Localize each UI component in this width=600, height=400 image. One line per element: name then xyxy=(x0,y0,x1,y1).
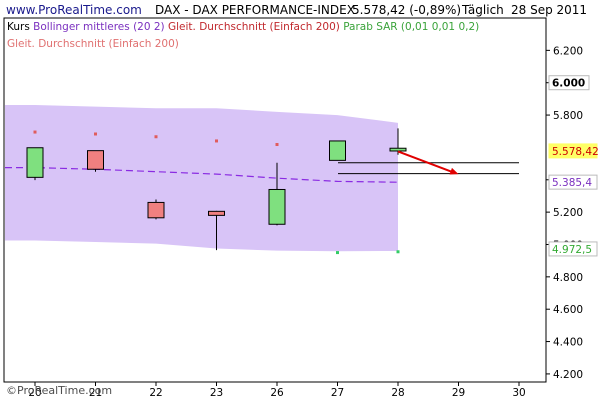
date-label: 28 Sep 2011 xyxy=(511,3,588,17)
trend-arrow-head xyxy=(449,167,459,175)
legend-entry: Parab SAR (0,01 0,01 0,2) xyxy=(340,21,479,33)
legend-entry: Gleit. Durchschnitt (Einfach 200) xyxy=(165,21,340,33)
x-tick-label: 21 xyxy=(89,387,102,399)
sar-dot xyxy=(154,135,158,139)
legend-entry: Gleit. Durchschnitt (Einfach 200) xyxy=(7,38,179,50)
y-tick-label: 4.200 xyxy=(553,369,583,381)
y-tick-label: 4.600 xyxy=(553,304,583,316)
price-tag-label: 5.385,4 xyxy=(552,177,592,189)
price-tag-box xyxy=(548,174,598,190)
price-tag: 6.000 xyxy=(548,75,590,91)
legend-entry: Bollinger mittleres (20 2) xyxy=(30,21,165,33)
trend-arrow-layer xyxy=(397,150,459,175)
x-tick-label: 27 xyxy=(331,387,344,399)
legend: Kurs Bollinger mittleres (20 2) Gleit. D… xyxy=(7,21,479,50)
x-tick-label: 28 xyxy=(391,387,404,399)
y-tick-label: 4.400 xyxy=(553,337,583,349)
frequency-label: Täglich xyxy=(462,3,504,17)
legend-row-2: Gleit. Durchschnitt (Einfach 200) xyxy=(7,38,179,50)
price-tag-box xyxy=(548,241,598,257)
instrument-title: DAX - DAX PERFORMANCE-INDEX xyxy=(155,3,355,17)
x-tick-label: 30 xyxy=(512,387,525,399)
price-tag: 5.385,4 xyxy=(548,174,598,190)
price-tag-label: 5.578,42 xyxy=(552,146,599,158)
bollinger-mid-layer xyxy=(5,167,399,183)
sar-dot xyxy=(33,130,37,134)
price-tag-label: 4.972,5 xyxy=(552,244,592,256)
candle-body xyxy=(329,140,346,161)
sar-dot xyxy=(215,139,218,143)
x-tick-label: 26 xyxy=(270,387,284,399)
candle-body xyxy=(389,147,407,152)
y-axis: 6.2006.0005.8005.4005.2005.0004.8004.600… xyxy=(546,45,583,381)
site-name: www.ProRealTime.com xyxy=(6,3,142,17)
y-tick-label: 4.800 xyxy=(553,272,583,284)
candles-layer xyxy=(26,128,407,251)
chart-header: www.ProRealTime.com DAX - DAX PERFORMANC… xyxy=(0,0,600,18)
x-tick-label: 23 xyxy=(210,387,223,399)
x-axis: 20 21 22 23 26 27 28 29 30 xyxy=(28,382,526,399)
price-tags: 5.578,42 5.385,4 4.972,5 6.000 xyxy=(548,75,599,257)
trend-arrow-line xyxy=(397,150,453,174)
price-tag: 4.972,5 xyxy=(548,241,598,257)
price-tag-box xyxy=(548,75,590,91)
sar-layer xyxy=(33,130,400,255)
x-tick-label: 22 xyxy=(149,387,162,399)
bollinger-band xyxy=(5,105,398,252)
price-tag-box xyxy=(548,143,598,159)
bollinger-middle-line xyxy=(5,167,399,183)
legend-row-1: Kurs Bollinger mittleres (20 2) Gleit. D… xyxy=(7,21,479,33)
y-tick-label: 6.200 xyxy=(553,45,583,57)
last-price-change: 5.578,42 (-0,89%) xyxy=(352,3,462,17)
candle-body xyxy=(208,210,225,216)
legend-entry: Kurs xyxy=(7,21,30,33)
sar-dot xyxy=(396,250,400,254)
candle-body xyxy=(87,150,104,170)
y-tick-label: 5.800 xyxy=(553,110,583,122)
price-tag-label: 6.000 xyxy=(552,78,585,90)
y-tick-label: 5.200 xyxy=(553,207,583,219)
bollinger-band-layer xyxy=(5,105,398,252)
x-tick-label: 20 xyxy=(28,387,41,399)
sar-dot xyxy=(336,251,339,255)
candle-body xyxy=(26,147,44,178)
sar-dot xyxy=(94,132,97,136)
price-tag: 5.578,42 xyxy=(548,143,599,159)
x-tick-label: 29 xyxy=(452,387,465,399)
sar-dot xyxy=(275,143,279,147)
watermark: ©ProRealTime.com xyxy=(6,384,112,397)
candle-body xyxy=(268,188,286,225)
candle-body xyxy=(147,201,165,219)
